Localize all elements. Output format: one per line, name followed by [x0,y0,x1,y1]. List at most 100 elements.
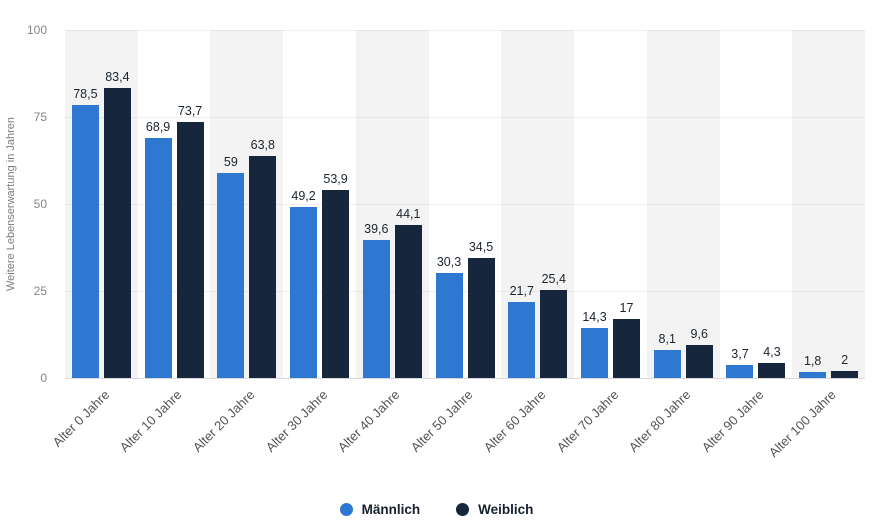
legend-label-maennlich: Männlich [361,502,421,517]
bar-value-maennlich: 68,9 [145,120,171,135]
x-axis-label: Alter 90 Jahre [698,387,767,455]
bar-value-weiblich: 63,8 [250,137,275,152]
bar-group-weiblich: 17 [613,30,640,378]
bar-group-weiblich: 73,7 [176,30,204,378]
bar-maennlich[interactable] [653,349,681,378]
gridline [65,291,865,292]
bar-group-maennlich: 3,7 [726,30,754,378]
bar-value-maennlich: 39,6 [364,222,389,237]
bar-group-maennlich: 39,6 [362,30,390,378]
bar-maennlich[interactable] [144,138,172,378]
bar-value-maennlich: 49,2 [291,188,316,203]
bar-group-maennlich: 14,3 [581,30,608,378]
bar-weiblich[interactable] [176,121,204,378]
y-tick-label: 75 [33,110,47,124]
category-column-9: 3,7 4,3 [720,30,793,378]
bar-weiblich[interactable] [103,87,131,378]
bar-weiblich[interactable] [613,318,640,378]
bar-group-maennlich: 78,5 [71,30,99,378]
x-axis-label: Alter 100 Jahre [766,387,840,460]
gridline [65,30,865,31]
bar-group-weiblich: 34,5 [467,30,495,378]
x-axis-label: Alter 60 Jahre [480,387,549,455]
x-axis-label: Alter 0 Jahre [49,387,112,450]
bar-group-maennlich: 1,8 [799,30,827,378]
legend-dot-weiblich [456,503,470,516]
bar-weiblich[interactable] [467,257,495,378]
bar-group-maennlich: 59 [217,30,245,378]
x-axis-label: Alter 40 Jahre [335,387,403,455]
legend: Männlich Weiblich [0,502,873,517]
bar-value-maennlich: 1,8 [804,353,822,368]
legend-item-maennlich[interactable]: Männlich [339,502,421,517]
bar-group-weiblich: 9,6 [685,30,713,378]
bar-group-maennlich: 68,9 [144,30,172,378]
bar-group-maennlich: 21,7 [508,30,536,378]
bar-value-weiblich: 83,4 [105,69,130,84]
bar-weiblich[interactable] [831,371,859,378]
bar-maennlich[interactable] [799,371,827,378]
category-column-8: 8,1 9,6 [646,30,720,378]
bar-value-weiblich: 17 [619,300,634,315]
bar-maennlich[interactable] [726,365,754,378]
bar-group-weiblich: 2 [831,30,859,378]
bar-weiblich[interactable] [540,289,568,378]
y-tick-label: 100 [26,23,47,37]
bar-weiblich[interactable] [394,224,422,378]
x-axis-label: Alter 80 Jahre [625,387,694,455]
bar-weiblich[interactable] [685,344,713,378]
bar-value-weiblich: 44,1 [396,206,421,221]
category-column-10: 1,8 2 [792,30,866,378]
bar-value-maennlich: 3,7 [731,347,749,362]
bar-value-weiblich: 25,4 [541,271,566,286]
bar-maennlich[interactable] [217,172,245,378]
bar-group-weiblich: 4,3 [758,30,786,378]
bar-group-maennlich: 30,3 [435,30,463,378]
y-tick-label: 50 [33,197,47,211]
bar-maennlich[interactable] [435,272,463,378]
bar-value-maennlich: 21,7 [509,284,534,299]
gridline [65,117,865,118]
bar-value-weiblich: 4,3 [763,345,781,360]
bar-value-weiblich: 2 [841,353,849,368]
x-axis: Alter 0 Jahre Alter 10 Jahre Alter 20 Jahr… [49,379,865,487]
bar-group-weiblich: 25,4 [540,30,568,378]
bar-value-maennlich: 8,1 [658,331,676,346]
bar-maennlich[interactable] [290,206,318,378]
x-axis-label: Alter 10 Jahre [116,387,185,455]
bar-group-maennlich: 8,1 [653,30,681,378]
x-axis-label: Alter 30 Jahre [262,387,331,455]
bar-value-maennlich: 30,3 [436,254,462,269]
bar-group-maennlich: 49,2 [290,30,318,378]
bar-group-weiblich: 83,4 [103,30,131,378]
category-column-0: 78,5 83,4 [65,30,138,378]
bar-maennlich[interactable] [581,328,608,378]
category-column-6: 21,7 25,4 [501,30,575,378]
bar-value-maennlich: 59 [223,154,238,169]
bar-group-weiblich: 53,9 [322,30,350,378]
x-axis-label: Alter 20 Jahre [189,387,258,455]
bar-weiblich[interactable] [249,155,277,378]
bar-weiblich[interactable] [322,190,350,378]
bar-maennlich[interactable] [362,240,390,378]
bar-value-maennlich: 78,5 [73,86,98,101]
category-column-4: 39,6 44,1 [355,30,429,378]
gridline [65,204,865,205]
bar-value-maennlich: 14,3 [582,310,607,325]
bar-value-weiblich: 53,9 [323,172,348,187]
bar-maennlich[interactable] [71,104,99,378]
legend-item-weiblich[interactable]: Weiblich [456,502,533,517]
y-tick-label: 0 [40,371,47,385]
category-column-7: 14,3 17 [574,30,647,378]
y-tick-label: 25 [33,284,47,298]
legend-label-weiblich: Weiblich [478,502,534,517]
category-column-3: 49,2 53,9 [283,30,356,378]
bar-maennlich[interactable] [508,302,536,378]
bar-group-weiblich: 44,1 [394,30,422,378]
bar-weiblich[interactable] [758,363,786,378]
bar-value-weiblich: 34,5 [468,239,494,254]
bar-group-weiblich: 63,8 [249,30,277,378]
plot-area: 78,5 83,4 68,9 73,7 59 63,8 49,2 53,9 39,6 44,1 30… [65,30,866,379]
category-column-5: 30,3 34,5 [429,30,502,378]
